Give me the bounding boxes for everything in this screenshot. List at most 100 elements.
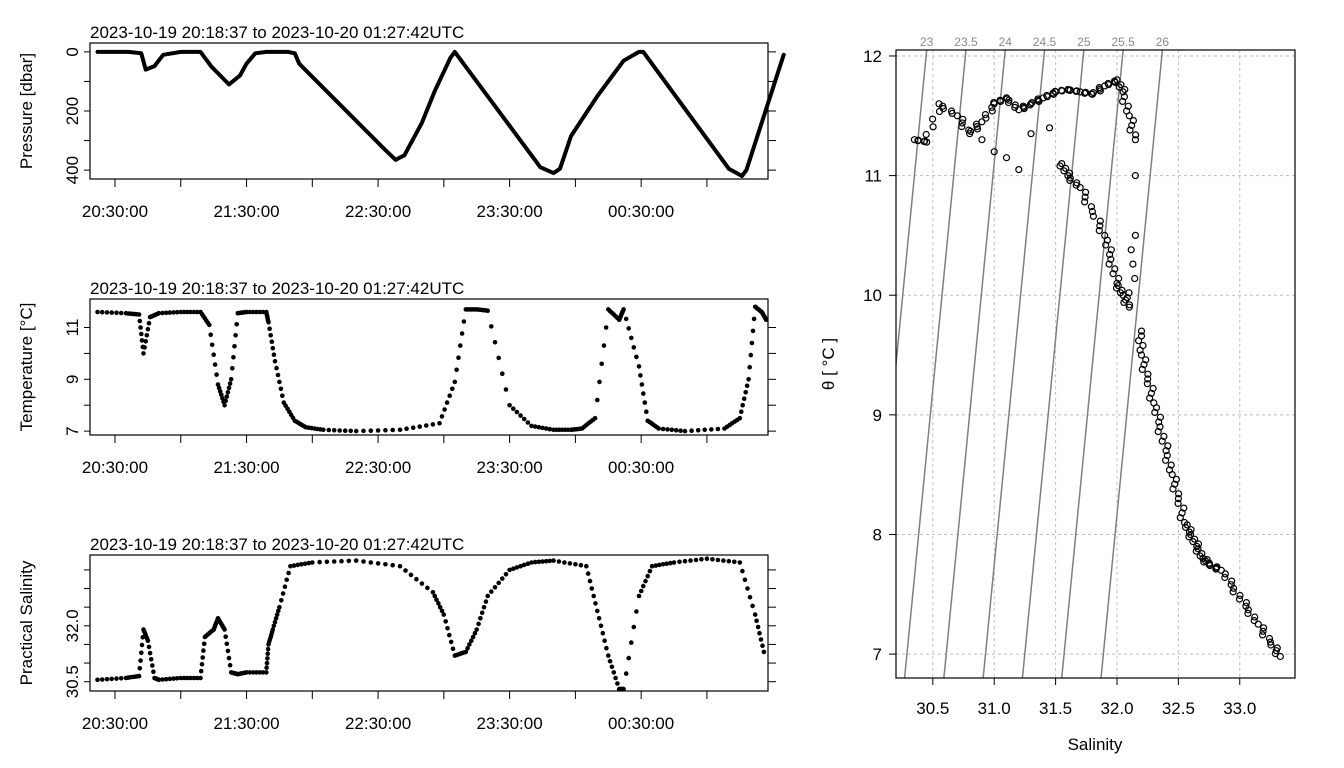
data-point bbox=[146, 320, 152, 326]
data-point bbox=[278, 386, 284, 392]
ts-isopycnal-labels: 23 23.5 24 24.5 25 25.5 26 bbox=[920, 35, 1169, 49]
salinity-ylabel: Practical Salinity bbox=[17, 560, 36, 685]
ts-data-point bbox=[1221, 573, 1229, 582]
ts-data-point bbox=[990, 148, 998, 156]
data-point bbox=[737, 560, 743, 565]
data-point bbox=[268, 333, 274, 338]
data-point bbox=[269, 339, 275, 345]
data-point bbox=[277, 379, 282, 385]
data-point bbox=[496, 580, 502, 586]
ts-data-point bbox=[990, 98, 998, 107]
ts-data-point bbox=[1137, 327, 1146, 335]
ts-data-point bbox=[978, 136, 986, 144]
data-point bbox=[191, 309, 197, 315]
data-point bbox=[754, 618, 759, 624]
ts-data-point bbox=[1134, 337, 1143, 345]
data-point bbox=[232, 344, 237, 349]
ts-data-point bbox=[1120, 93, 1129, 101]
data-point bbox=[222, 627, 227, 632]
isopycnal-line bbox=[1060, 50, 1124, 678]
data-point bbox=[224, 394, 230, 399]
data-point bbox=[408, 572, 414, 578]
data-point bbox=[715, 426, 721, 432]
ts-data-point bbox=[1155, 418, 1163, 426]
isopycnal-line bbox=[903, 50, 967, 678]
data-point bbox=[348, 428, 354, 434]
data-point bbox=[525, 420, 531, 425]
isopycnal-label: 25 bbox=[1077, 35, 1091, 49]
data-point bbox=[211, 352, 216, 358]
ts-data-point bbox=[958, 122, 966, 131]
data-point bbox=[639, 382, 645, 387]
data-point bbox=[167, 676, 173, 682]
y-tick-label: 7 bbox=[873, 645, 882, 664]
data-point bbox=[198, 675, 203, 681]
ts-data-point bbox=[1250, 616, 1258, 625]
data-point bbox=[607, 658, 613, 664]
ts-data-point bbox=[1125, 112, 1133, 120]
data-point bbox=[643, 578, 648, 584]
isopycnal-label: 23.5 bbox=[954, 35, 978, 49]
data-point bbox=[342, 428, 348, 434]
data-point bbox=[693, 557, 699, 563]
ts-points bbox=[910, 76, 1284, 661]
salinity-panel-title: 2023-10-19 20:18:37 to 2023-10-20 01:27:… bbox=[90, 535, 464, 554]
ts-data-point bbox=[1168, 471, 1176, 479]
data-point bbox=[160, 677, 165, 682]
data-point bbox=[299, 562, 304, 567]
data-point bbox=[136, 673, 142, 679]
data-point bbox=[472, 630, 478, 636]
data-point bbox=[156, 677, 162, 683]
data-point bbox=[547, 426, 553, 432]
data-point bbox=[511, 566, 516, 571]
data-point bbox=[514, 409, 520, 415]
data-point bbox=[200, 655, 205, 660]
data-point bbox=[638, 373, 643, 378]
data-point bbox=[383, 428, 388, 433]
ts-data-point bbox=[1172, 475, 1181, 483]
ts-data-point bbox=[1028, 98, 1036, 107]
data-point bbox=[476, 621, 481, 627]
ts-data-point bbox=[1145, 394, 1154, 402]
data-point bbox=[139, 650, 144, 656]
ts-data-point bbox=[1251, 613, 1259, 621]
data-point bbox=[257, 670, 263, 675]
data-point bbox=[139, 338, 145, 343]
data-point bbox=[137, 666, 143, 671]
data-point bbox=[109, 676, 114, 682]
data-point bbox=[150, 663, 155, 668]
data-point bbox=[660, 562, 666, 567]
ts-data-point bbox=[1027, 100, 1035, 108]
data-point bbox=[234, 322, 239, 327]
data-point bbox=[657, 562, 662, 568]
data-point bbox=[606, 653, 611, 658]
ts-y-ticks: 7 8 9 10 11 12 bbox=[863, 47, 896, 664]
data-point bbox=[167, 310, 173, 315]
data-point bbox=[223, 634, 228, 639]
data-point bbox=[732, 559, 737, 565]
y-tick-label: 9 bbox=[63, 375, 82, 384]
y-tick-label: 200 bbox=[63, 97, 82, 125]
data-point bbox=[682, 428, 688, 434]
ts-data-point bbox=[1111, 265, 1119, 273]
data-point bbox=[747, 364, 752, 370]
data-point bbox=[758, 637, 764, 642]
data-point bbox=[353, 428, 359, 434]
data-point bbox=[470, 634, 476, 640]
data-point bbox=[188, 675, 193, 681]
data-point bbox=[450, 386, 455, 392]
data-point bbox=[536, 559, 542, 565]
data-point bbox=[267, 326, 272, 332]
data-point bbox=[178, 675, 184, 681]
data-point bbox=[532, 559, 538, 565]
data-point bbox=[174, 676, 180, 681]
data-point bbox=[437, 421, 442, 426]
data-point bbox=[503, 572, 509, 577]
data-point bbox=[137, 318, 143, 324]
data-point bbox=[445, 626, 450, 631]
data-point bbox=[604, 645, 609, 651]
temperature-panel-title: 2023-10-19 20:18:37 to 2023-10-20 01:27:… bbox=[90, 279, 464, 298]
y-tick-label: 11 bbox=[63, 319, 82, 337]
data-point bbox=[540, 425, 545, 431]
